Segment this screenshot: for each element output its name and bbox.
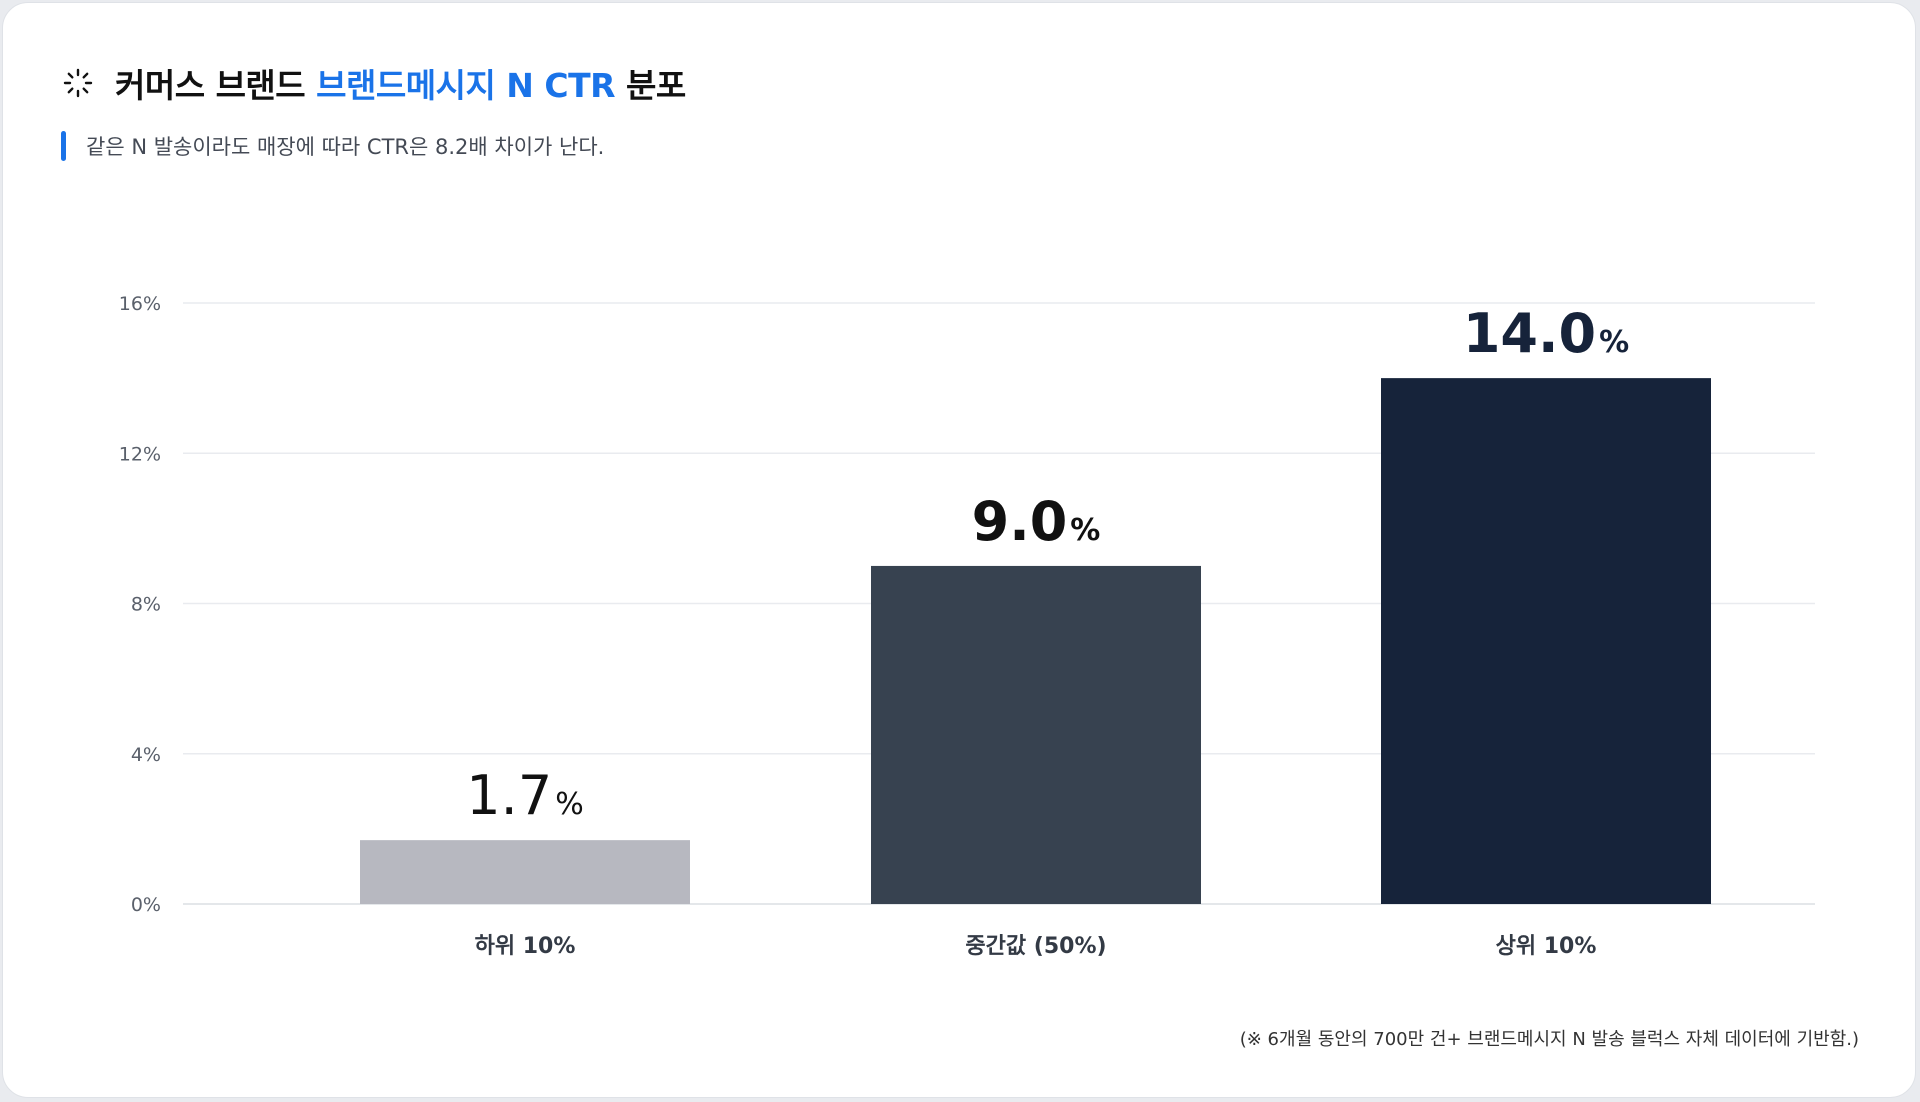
y-tick-label: 0% <box>131 894 161 916</box>
title-highlight: 브랜드메시지 N CTR <box>316 66 616 105</box>
y-tick-label: 12% <box>119 443 161 465</box>
subtitle: 같은 N 발송이라도 매장에 따라 CTR은 8.2배 차이가 난다. <box>86 135 605 159</box>
value-label: 1.7% <box>466 764 583 827</box>
y-tick-label: 4% <box>131 744 161 766</box>
y-tick-label: 16% <box>119 293 161 315</box>
y-tick-label: 8% <box>131 594 161 616</box>
bar <box>871 565 1201 904</box>
title-suffix: 분포 <box>615 66 686 105</box>
spinner-icon <box>63 68 93 98</box>
header: 커머스 브랜드 브랜드메시지 N CTR 분포 <box>63 59 686 107</box>
page-title: 커머스 브랜드 브랜드메시지 N CTR 분포 <box>115 59 686 107</box>
x-tick-label: 중간값 (50%) <box>965 934 1106 959</box>
footnote: (※ 6개월 동안의 700만 건+ 브랜드메시지 N 발송 블럭스 자체 데이… <box>1239 1029 1859 1050</box>
value-label: 9.0% <box>972 490 1101 553</box>
x-tick-label: 상위 10% <box>1496 934 1597 959</box>
bar <box>360 840 690 904</box>
title-prefix: 커머스 브랜드 <box>115 66 317 105</box>
subtitle-row: 같은 N 발송이라도 매장에 따라 CTR은 8.2배 차이가 난다. <box>61 131 604 161</box>
bar <box>1381 378 1711 904</box>
x-tick-label: 하위 10% <box>475 934 576 959</box>
subtitle-accent-bar <box>61 131 66 161</box>
bar-chart: 0% 4% 8% 12% 16% 1.7 % 하위 10% 9.0 % 중간값 (50%) 14.0%… <box>119 293 1815 959</box>
value-label: 14.0% <box>1463 302 1629 365</box>
